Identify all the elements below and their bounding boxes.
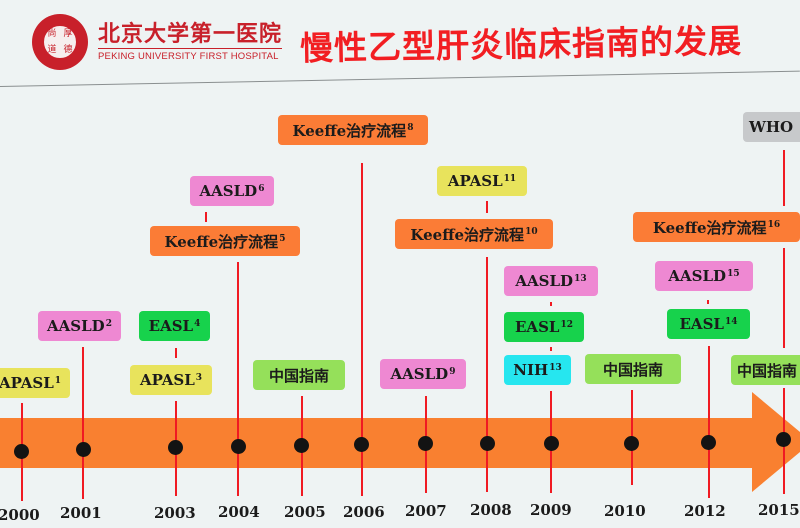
timeline-dot-2009: [544, 436, 559, 451]
event-china-guideline-2010: 中国指南: [585, 354, 681, 384]
event-aasld-2009: AASLD 13: [504, 266, 598, 296]
title-divider: [0, 70, 800, 87]
event-keeffe-2012: Keeffe治疗流程 16: [633, 212, 800, 242]
connector-line-2008: [486, 257, 488, 492]
connector-line-2004: [237, 262, 239, 496]
event-apasl-2008: APASL 11: [437, 166, 527, 196]
connector-line-2012: [707, 300, 709, 304]
timeline-dot-2008: [480, 436, 495, 451]
year-label: 2006: [343, 503, 385, 521]
event-nih-2009: NIH 13: [504, 355, 571, 385]
timeline-dot-2000: [14, 444, 29, 459]
timeline-dot-2007: [418, 436, 433, 451]
connector-line-2009: [550, 302, 552, 306]
hospital-name-en: PEKING UNIVERSITY FIRST HOSPITAL: [98, 48, 283, 62]
year-label: 2010: [604, 502, 646, 520]
year-label: 2000: [0, 506, 40, 524]
event-aasld-2001: AASLD 2: [38, 311, 121, 341]
event-aasld-2012: AASLD 15: [655, 261, 753, 291]
connector-line-2003: [175, 348, 177, 358]
connector-line-2001: [82, 347, 84, 499]
year-label: 2008: [470, 501, 512, 519]
event-keeffe-2006: Keeffe治疗流程 8: [278, 115, 428, 145]
year-label: 2015: [758, 501, 800, 519]
year-label: 2012: [684, 502, 726, 520]
timeline-dot-2012: [701, 435, 716, 450]
connector-line-2004: [205, 212, 207, 222]
seal-char: 德: [63, 45, 73, 55]
hospital-name-cn: 北京大学第一医院: [98, 22, 283, 47]
year-label: 2007: [405, 502, 447, 520]
seal-char: 尚: [47, 29, 57, 39]
hospital-seal-icon: 尚 厚 道 德: [32, 14, 88, 70]
year-label: 2005: [284, 503, 326, 521]
seal-char: 厚: [63, 29, 73, 39]
year-label: 2009: [530, 501, 572, 519]
connector-line-2015: [783, 150, 785, 206]
connector-line-2009: [550, 347, 552, 351]
event-apasl-2003: APASL 3: [130, 365, 212, 395]
timeline-dot-2001: [76, 442, 91, 457]
event-easl-2012: EASL 14: [667, 309, 750, 339]
timeline-dot-2003: [168, 440, 183, 455]
event-china-guideline-2005: 中国指南: [253, 360, 345, 390]
event-who-2015: WHO: [743, 112, 800, 142]
event-china-guideline-2015: 中国指南: [731, 355, 800, 385]
hospital-logo: 尚 厚 道 德 北京大学第一医院 PEKING UNIVERSITY FIRST…: [32, 14, 283, 70]
timeline-dot-2006: [354, 437, 369, 452]
seal-char: 道: [47, 45, 57, 55]
year-label: 2004: [218, 503, 260, 521]
connector-line-2008: [486, 201, 488, 213]
event-apasl-2000: APASL 1: [0, 368, 70, 398]
timeline-dot-2004: [231, 439, 246, 454]
timeline-dot-2015: [776, 432, 791, 447]
event-aasld-2004: AASLD 6: [190, 176, 274, 206]
event-easl-2003: EASL 4: [139, 311, 210, 341]
connector-line-2006: [361, 163, 363, 496]
year-label: 2001: [60, 504, 102, 522]
event-keeffe-2004: Keeffe治疗流程 5: [150, 226, 300, 256]
slide-title: 慢性乙型肝炎临床指南的发展: [299, 21, 743, 68]
year-label: 2003: [154, 504, 196, 522]
event-keeffe-2008: Keeffe治疗流程 10: [395, 219, 553, 249]
connector-line-2015: [783, 248, 785, 348]
timeline-dot-2005: [294, 438, 309, 453]
timeline-dot-2010: [624, 436, 639, 451]
event-easl-2009: EASL 12: [504, 312, 584, 342]
connector-line-2012: [708, 346, 710, 498]
timeline-arrow-body: [0, 418, 760, 468]
event-aasld-2007: AASLD 9: [380, 359, 466, 389]
